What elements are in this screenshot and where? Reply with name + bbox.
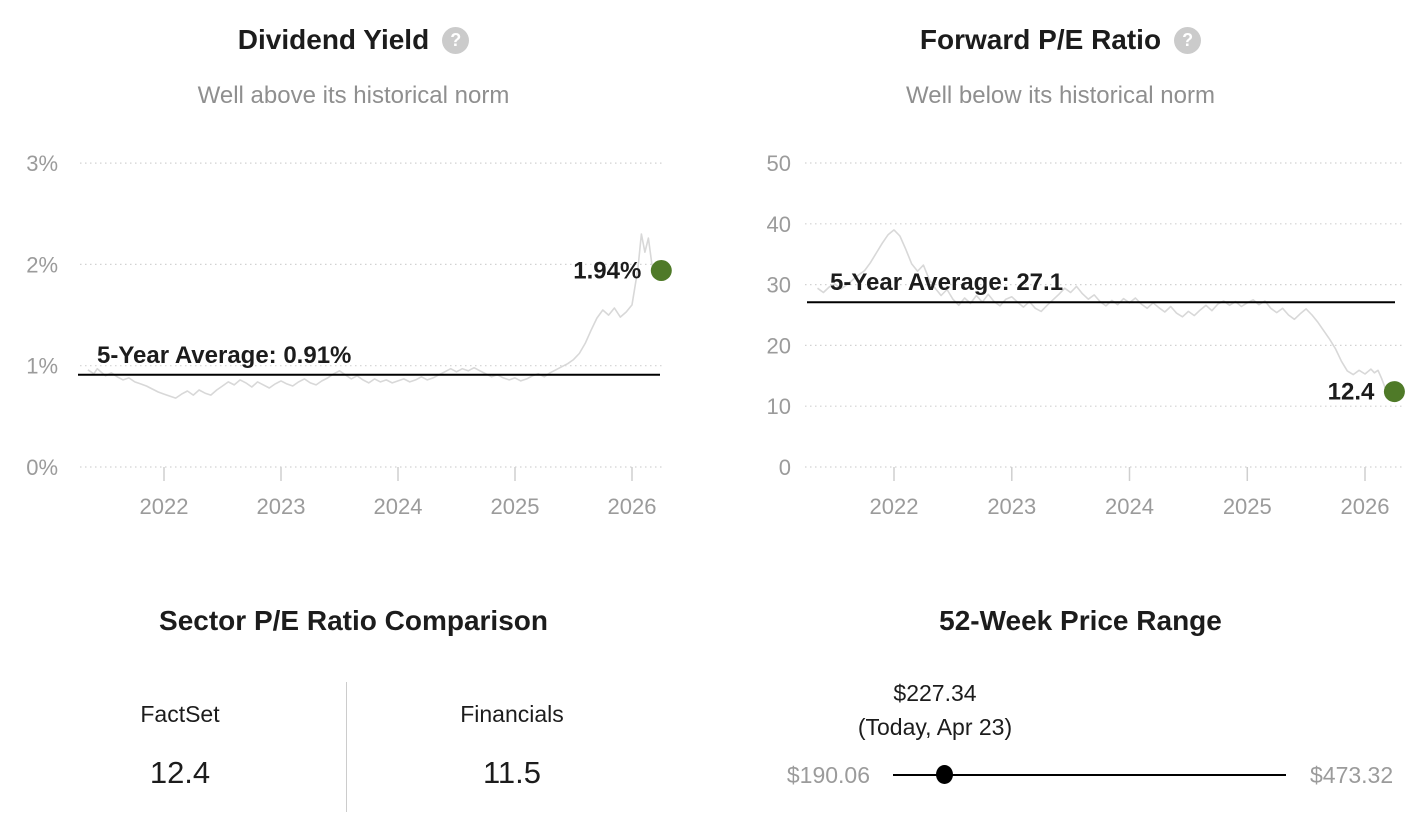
y-axis-label: 10 (767, 394, 791, 419)
x-axis-label: 2025 (491, 494, 540, 519)
current-value-label: 1.94% (573, 258, 641, 285)
price-range-current: $227.34 (Today, Apr 23) (835, 676, 1035, 744)
sector-pe-comparison: Sector P/E Ratio Comparison FactSet 12.4… (0, 604, 707, 812)
current-value-dot (650, 260, 672, 281)
x-axis-label: 2023 (987, 494, 1036, 519)
average-label: 5-Year Average: 27.1 (830, 269, 1063, 296)
x-axis-label: 2026 (608, 494, 657, 519)
y-axis-label: 40 (767, 212, 791, 237)
y-axis-label: 0% (26, 455, 58, 480)
y-axis-label: 20 (767, 333, 791, 358)
current-value-label: 12.4 (1328, 379, 1375, 406)
sector-comparison-title: Sector P/E Ratio Comparison (159, 605, 548, 636)
y-axis-label: 2% (26, 252, 58, 277)
dividend-yield-title-row: Dividend Yield ? (0, 24, 707, 56)
average-label: 5-Year Average: 0.91% (97, 342, 351, 369)
series-line (817, 229, 1396, 395)
forward-pe-title-row: Forward P/E Ratio ? (707, 24, 1414, 56)
current-price-label: $227.34 (893, 680, 977, 706)
x-axis-label: 2024 (1105, 494, 1154, 519)
sector-column-financials: Financials 11.5 (412, 700, 612, 790)
x-axis-label: 2024 (374, 494, 423, 519)
y-axis-label: 50 (767, 151, 791, 176)
y-axis-label: 30 (767, 273, 791, 298)
sector-column-factset: FactSet 12.4 (80, 700, 280, 790)
x-axis-label: 2023 (257, 494, 306, 519)
price-range-handle (936, 765, 954, 784)
sector-column-label: Financials (460, 701, 564, 727)
forward-pe-title: Forward P/E Ratio (919, 24, 1162, 55)
help-icon[interactable]: ? (1174, 26, 1202, 54)
forward-pe-subtitle: Well below its historical norm (906, 82, 1215, 109)
x-axis-label: 2022 (140, 494, 189, 519)
sector-column-value: 11.5 (482, 755, 542, 790)
series-line (87, 233, 662, 399)
sector-column-value: 12.4 (149, 755, 211, 790)
price-range-slider: $190.06 $473.32 (747, 762, 1414, 796)
x-axis-label: 2025 (1223, 494, 1272, 519)
dividend-yield-chart: 3% 2% 1% 0% 2022 2023 2024 2025 2026 5-Year Avera… (26, 151, 672, 519)
price-range-52wk: 52-Week Price Range $227.34 (Today, Apr … (747, 604, 1414, 788)
forward-pe-header: Forward P/E Ratio ? Well below its histo… (707, 24, 1414, 110)
price-range-min-label: $190.06 (786, 762, 870, 788)
current-price-sublabel: (Today, Apr 23) (857, 714, 1013, 740)
forward-pe-chart: 50 40 30 20 10 0 2022 2023 2024 2025 2026 5-Year Av… (767, 151, 1405, 519)
price-range-track (893, 765, 1286, 784)
current-value-dot (1383, 381, 1405, 403)
dividend-yield-title: Dividend Yield (237, 24, 430, 55)
dividend-yield-subtitle: Well above its historical norm (197, 82, 510, 109)
price-range-max-label: $473.32 (1310, 762, 1394, 788)
price-range-title: 52-Week Price Range (939, 605, 1222, 636)
dividend-yield-header: Dividend Yield ? Well above its historic… (0, 24, 707, 110)
help-icon[interactable]: ? (442, 26, 470, 54)
y-axis-label: 0 (779, 455, 791, 480)
sector-column-label: FactSet (140, 701, 220, 727)
x-axis-label: 2022 (870, 494, 919, 519)
y-axis-label: 1% (26, 354, 58, 379)
x-axis-label: 2026 (1341, 494, 1390, 519)
vertical-divider (346, 682, 347, 812)
y-axis-label: 3% (26, 151, 58, 176)
